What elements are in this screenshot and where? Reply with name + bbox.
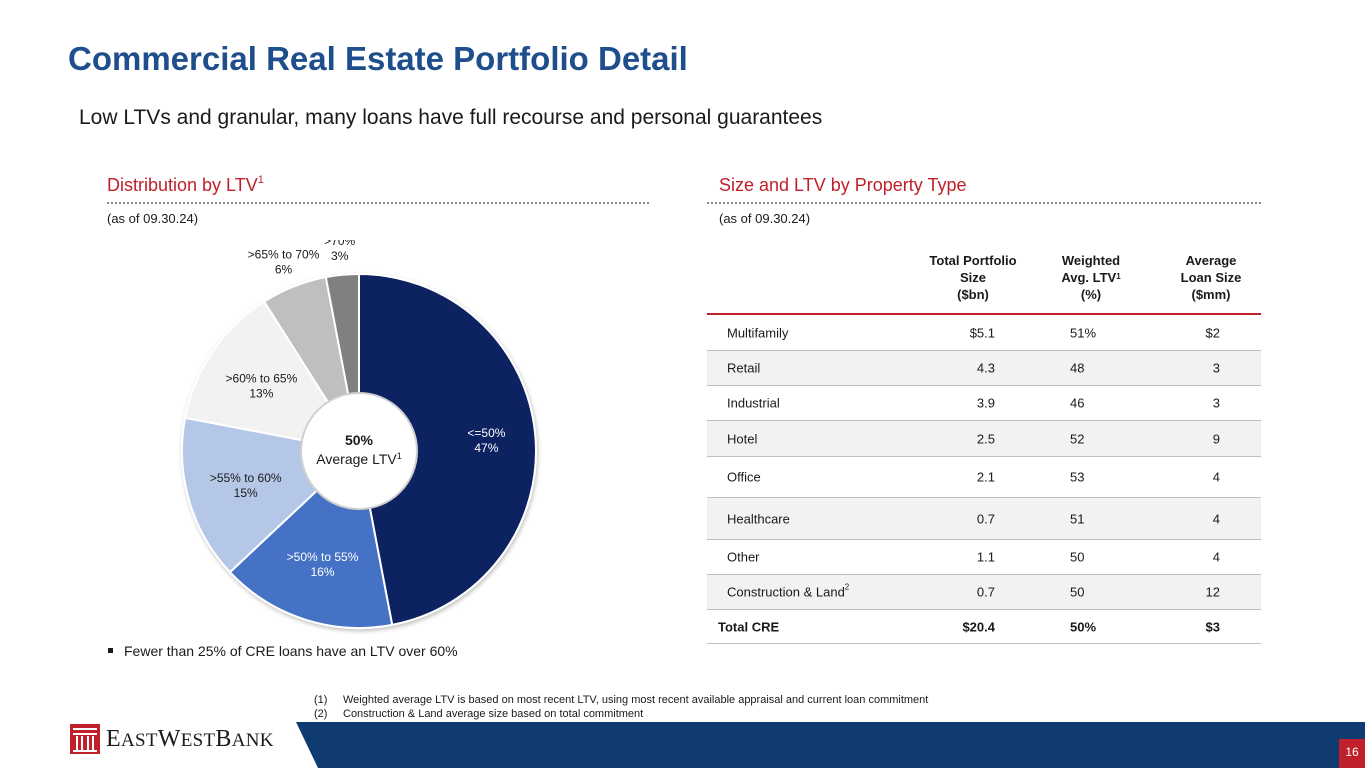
footnotes: (1) Weighted average LTV is based on most… bbox=[314, 693, 928, 721]
average-loan-size: 9 bbox=[1212, 431, 1220, 446]
weighted-ltv: 48 bbox=[1070, 360, 1085, 376]
page-title: Commercial Real Estate Portfolio Detail bbox=[68, 40, 688, 77]
weighted-ltv: 51% bbox=[1070, 325, 1097, 340]
total-loan-size: $3 bbox=[1205, 619, 1220, 634]
weighted-ltv: 52 bbox=[1070, 431, 1085, 446]
page-subtitle: Low LTVs and granular, many loans have f… bbox=[79, 106, 823, 129]
table-row: Other 1.1 50 4 bbox=[707, 540, 1261, 575]
average-loan-size: 3 bbox=[1212, 395, 1220, 411]
ltv-distribution-heading-text: Distribution by LTV bbox=[107, 175, 258, 195]
weighted-ltv: 46 bbox=[1070, 395, 1085, 411]
pie-slice-label: <=50% 47% bbox=[467, 426, 505, 455]
average-loan-size: 4 bbox=[1212, 511, 1220, 526]
column-header-ltv: Weighted Avg. LTV1 (%) bbox=[1061, 253, 1121, 302]
table-total-row: Total CRE $20.4 50% $3 bbox=[707, 610, 1261, 644]
footnote-2: (2) Construction & Land average size base… bbox=[314, 708, 644, 720]
portfolio-size: 0.7 bbox=[976, 511, 995, 526]
average-loan-size: 4 bbox=[1212, 549, 1220, 565]
property-type-table: Total Portfolio Size ($bn) Weighted Avg. LT… bbox=[707, 248, 1261, 644]
property-type-name: Industrial bbox=[727, 395, 780, 411]
east-west-bank-logo: EASTWESTBANK bbox=[70, 724, 274, 754]
total-ltv: 50% bbox=[1070, 619, 1097, 634]
weighted-ltv: 51 bbox=[1070, 511, 1085, 526]
bullet-icon bbox=[108, 648, 113, 653]
property-type-name: Construction & Land2 bbox=[727, 582, 850, 600]
ltv-as-of-date: (as of 09.30.24) bbox=[107, 211, 199, 226]
column-header-loan-size: Average Loan Size ($mm) bbox=[1180, 253, 1242, 302]
page-number: 16 bbox=[1339, 739, 1365, 768]
portfolio-size: 4.3 bbox=[976, 360, 995, 376]
average-loan-size: 4 bbox=[1212, 469, 1220, 485]
property-type-name: Multifamily bbox=[727, 325, 789, 340]
pie-slice-label: >55% to 60% 15% bbox=[210, 471, 282, 500]
section-divider bbox=[107, 202, 649, 204]
weighted-ltv: 50 bbox=[1070, 584, 1085, 600]
weighted-ltv: 50 bbox=[1070, 549, 1085, 565]
table-row: Hotel 2.5 52 9 bbox=[707, 421, 1261, 457]
average-loan-size: 3 bbox=[1212, 360, 1220, 376]
bank-logo-icon bbox=[70, 724, 100, 754]
table-header: Total Portfolio Size ($bn) Weighted Avg. LT… bbox=[707, 248, 1261, 315]
section-divider bbox=[707, 202, 1261, 204]
pie-slice-label: >50% to 55% 16% bbox=[287, 550, 359, 579]
property-type-name: Hotel bbox=[727, 431, 758, 446]
pie-slice-label: >70% 3% bbox=[324, 240, 355, 263]
ltv-pie-chart: 50% Average LTV1 <=50% 47% >50% to 55% 16% >… bbox=[181, 240, 537, 629]
table-row: Industrial 3.9 46 3 bbox=[707, 386, 1261, 421]
pie-slice bbox=[358, 272, 537, 627]
footer-bar: 16 bbox=[296, 722, 1365, 768]
table-body: Multifamily $5.1 51% $2 Retail 4.3 48 3 Industri… bbox=[707, 315, 1261, 610]
property-type-heading: Size and LTV by Property Type bbox=[719, 175, 967, 195]
table-row: Retail 4.3 48 3 bbox=[707, 351, 1261, 386]
ltv-bullet-point: Fewer than 25% of CRE loans have an LTV … bbox=[108, 643, 458, 659]
total-label: Total CRE bbox=[718, 619, 780, 634]
property-as-of-date: (as of 09.30.24) bbox=[719, 211, 811, 226]
average-loan-size: $2 bbox=[1205, 325, 1220, 340]
property-type-name: Healthcare bbox=[727, 511, 790, 526]
donut-hole bbox=[300, 392, 418, 510]
portfolio-size: 2.1 bbox=[976, 469, 995, 485]
property-type-name: Retail bbox=[727, 360, 761, 376]
average-loan-size: 12 bbox=[1205, 584, 1220, 600]
average-ltv-label: Average LTV1 bbox=[316, 451, 401, 467]
bank-logo-text: EASTWESTBANK bbox=[106, 725, 274, 752]
table-row: Multifamily $5.1 51% $2 bbox=[707, 315, 1261, 351]
weighted-ltv: 53 bbox=[1070, 469, 1085, 485]
footnote-ref: 1 bbox=[257, 174, 264, 186]
portfolio-size: 0.7 bbox=[976, 584, 995, 600]
total-size: $20.4 bbox=[962, 619, 995, 634]
portfolio-size: $5.1 bbox=[969, 325, 995, 340]
property-type-name: Office bbox=[727, 469, 761, 485]
pie-slice-label: >65% to 70% 6% bbox=[248, 247, 320, 276]
property-type-name: Other bbox=[727, 549, 760, 565]
portfolio-size: 3.9 bbox=[976, 395, 995, 411]
portfolio-size: 1.1 bbox=[976, 549, 995, 565]
column-header-size: Total Portfolio Size ($bn) bbox=[929, 253, 1017, 302]
ltv-distribution-heading: Distribution by LTV1 bbox=[107, 174, 264, 196]
average-ltv-value: 50% bbox=[345, 432, 374, 448]
pie-labels: <=50% 47% >50% to 55% 16% >55% to 60% 15% >60%… bbox=[210, 240, 506, 579]
footnote-1: (1) Weighted average LTV is based on most… bbox=[314, 694, 929, 706]
portfolio-size: 2.5 bbox=[976, 431, 995, 446]
table-row: Office 2.1 53 4 bbox=[707, 457, 1261, 498]
table-row: Healthcare 0.7 51 4 bbox=[707, 498, 1261, 540]
pie-slice-label: >60% to 65% 13% bbox=[226, 372, 298, 401]
table-row: Construction & Land2 0.7 50 12 bbox=[707, 575, 1261, 610]
